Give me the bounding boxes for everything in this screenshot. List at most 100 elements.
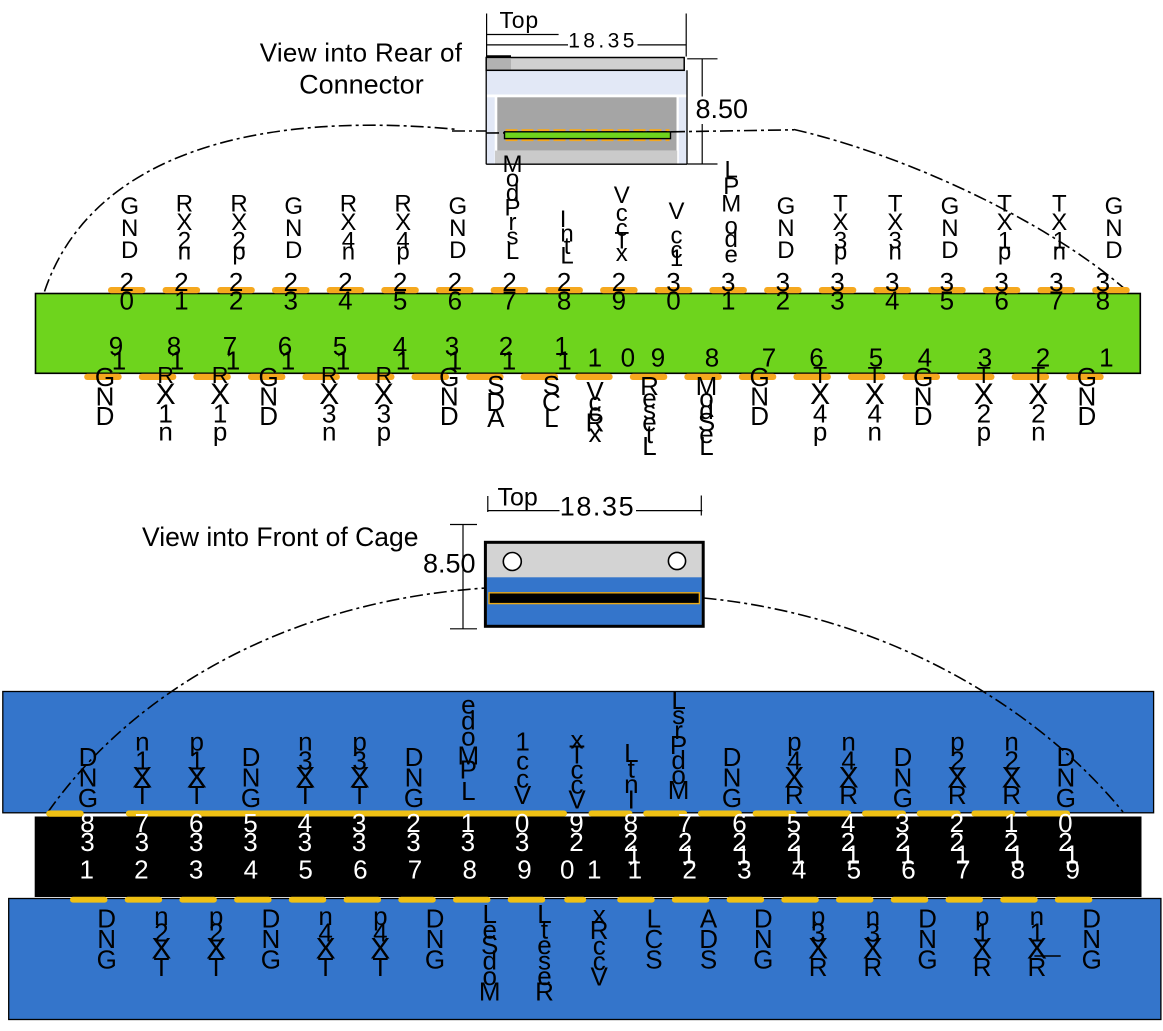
svg-text:3: 3 xyxy=(298,746,312,776)
svg-text:4: 4 xyxy=(792,855,806,885)
svg-text:X: X xyxy=(206,933,226,966)
svg-text:s: s xyxy=(507,224,519,251)
svg-text:2: 2 xyxy=(283,267,297,297)
svg-text:2: 2 xyxy=(1058,827,1072,857)
svg-text:S: S xyxy=(698,407,715,437)
svg-text:I: I xyxy=(560,206,567,233)
svg-text:8.50: 8.50 xyxy=(423,549,476,579)
svg-text:3: 3 xyxy=(666,267,680,297)
svg-text:3: 3 xyxy=(885,267,899,297)
svg-text:4: 4 xyxy=(318,918,332,948)
svg-text:2: 2 xyxy=(977,399,991,429)
svg-text:1: 1 xyxy=(998,228,1011,255)
svg-text:N: N xyxy=(449,215,466,242)
svg-text:D: D xyxy=(914,401,933,431)
svg-text:4: 4 xyxy=(918,343,932,373)
svg-text:X: X xyxy=(132,762,152,795)
svg-text:X: X xyxy=(176,209,192,236)
svg-text:2: 2 xyxy=(229,267,243,297)
svg-text:3: 3 xyxy=(189,855,203,885)
svg-text:D: D xyxy=(894,742,913,772)
svg-text:D: D xyxy=(97,904,116,934)
svg-text:o: o xyxy=(461,722,475,752)
svg-text:t: t xyxy=(564,233,571,260)
svg-text:5: 5 xyxy=(787,808,801,838)
svg-text:2: 2 xyxy=(1004,746,1018,776)
svg-text:N: N xyxy=(918,924,937,954)
svg-text:N: N xyxy=(1078,382,1097,412)
svg-text:D: D xyxy=(405,742,424,772)
svg-text:o: o xyxy=(725,213,738,240)
svg-text:R: R xyxy=(535,977,554,1007)
svg-text:x: x xyxy=(589,418,602,448)
svg-text:8: 8 xyxy=(462,855,476,885)
svg-text:G: G xyxy=(120,193,139,220)
svg-text:2: 2 xyxy=(174,267,188,297)
svg-text:X: X xyxy=(316,933,336,966)
svg-text:N: N xyxy=(97,924,116,954)
svg-text:d: d xyxy=(482,946,496,976)
svg-text:n: n xyxy=(178,239,191,266)
svg-text:3: 3 xyxy=(940,267,954,297)
svg-text:o: o xyxy=(482,961,496,991)
svg-text:D: D xyxy=(486,387,505,417)
svg-text:s: s xyxy=(538,946,551,976)
svg-text:3: 3 xyxy=(811,918,825,948)
svg-text:8: 8 xyxy=(167,331,181,361)
svg-text:2: 2 xyxy=(134,855,148,885)
svg-text:4: 4 xyxy=(373,918,387,948)
svg-text:p: p xyxy=(950,727,964,757)
svg-text:X: X xyxy=(784,762,804,795)
svg-text:X: X xyxy=(151,933,171,966)
svg-text:T: T xyxy=(134,780,150,810)
svg-text:T: T xyxy=(318,952,334,982)
svg-text:C: C xyxy=(645,924,664,954)
svg-text:N: N xyxy=(259,382,278,412)
svg-text:n: n xyxy=(624,769,638,799)
svg-text:c: c xyxy=(593,946,606,976)
svg-text:G: G xyxy=(893,783,913,813)
svg-text:T: T xyxy=(997,191,1012,218)
svg-text:3: 3 xyxy=(895,808,909,838)
svg-text:V: V xyxy=(591,962,609,992)
svg-text:D: D xyxy=(449,237,466,264)
svg-text:n: n xyxy=(158,417,172,447)
svg-text:2: 2 xyxy=(393,267,407,297)
svg-text:R: R xyxy=(1028,952,1047,982)
svg-text:n: n xyxy=(560,221,573,248)
svg-text:N: N xyxy=(1082,924,1101,954)
svg-text:n: n xyxy=(841,727,855,757)
svg-text:p: p xyxy=(373,901,387,931)
svg-text:2: 2 xyxy=(841,827,855,857)
svg-text:N: N xyxy=(79,763,98,793)
svg-text:c: c xyxy=(589,397,602,427)
svg-text:0: 0 xyxy=(515,808,529,838)
svg-text:3: 3 xyxy=(776,267,790,297)
svg-text:2: 2 xyxy=(569,827,583,857)
svg-text:t: t xyxy=(628,754,636,784)
svg-text:1: 1 xyxy=(554,331,568,361)
svg-text:V: V xyxy=(668,198,684,225)
svg-text:R: R xyxy=(157,362,174,388)
svg-text:G: G xyxy=(777,193,796,220)
svg-text:p: p xyxy=(377,417,391,447)
svg-text:2: 2 xyxy=(232,228,245,255)
svg-text:T: T xyxy=(1031,362,1045,388)
svg-text:V: V xyxy=(514,780,532,810)
svg-text:3: 3 xyxy=(515,827,529,857)
svg-text:9: 9 xyxy=(612,286,626,316)
svg-text:X: X xyxy=(374,378,394,411)
svg-text:G: G xyxy=(425,945,445,975)
svg-text:e: e xyxy=(537,930,551,960)
svg-text:View into Front of Cage: View into Front of Cage xyxy=(142,522,418,552)
svg-text:P: P xyxy=(723,173,739,200)
svg-text:G: G xyxy=(913,362,933,392)
svg-text:A: A xyxy=(487,403,505,433)
svg-text:9: 9 xyxy=(651,343,665,373)
svg-text:7: 7 xyxy=(223,331,237,361)
svg-text:0: 0 xyxy=(621,343,635,373)
svg-text:A: A xyxy=(700,904,718,934)
svg-text:p: p xyxy=(352,727,366,757)
svg-text:D: D xyxy=(1057,742,1076,772)
svg-text:D: D xyxy=(259,401,278,431)
